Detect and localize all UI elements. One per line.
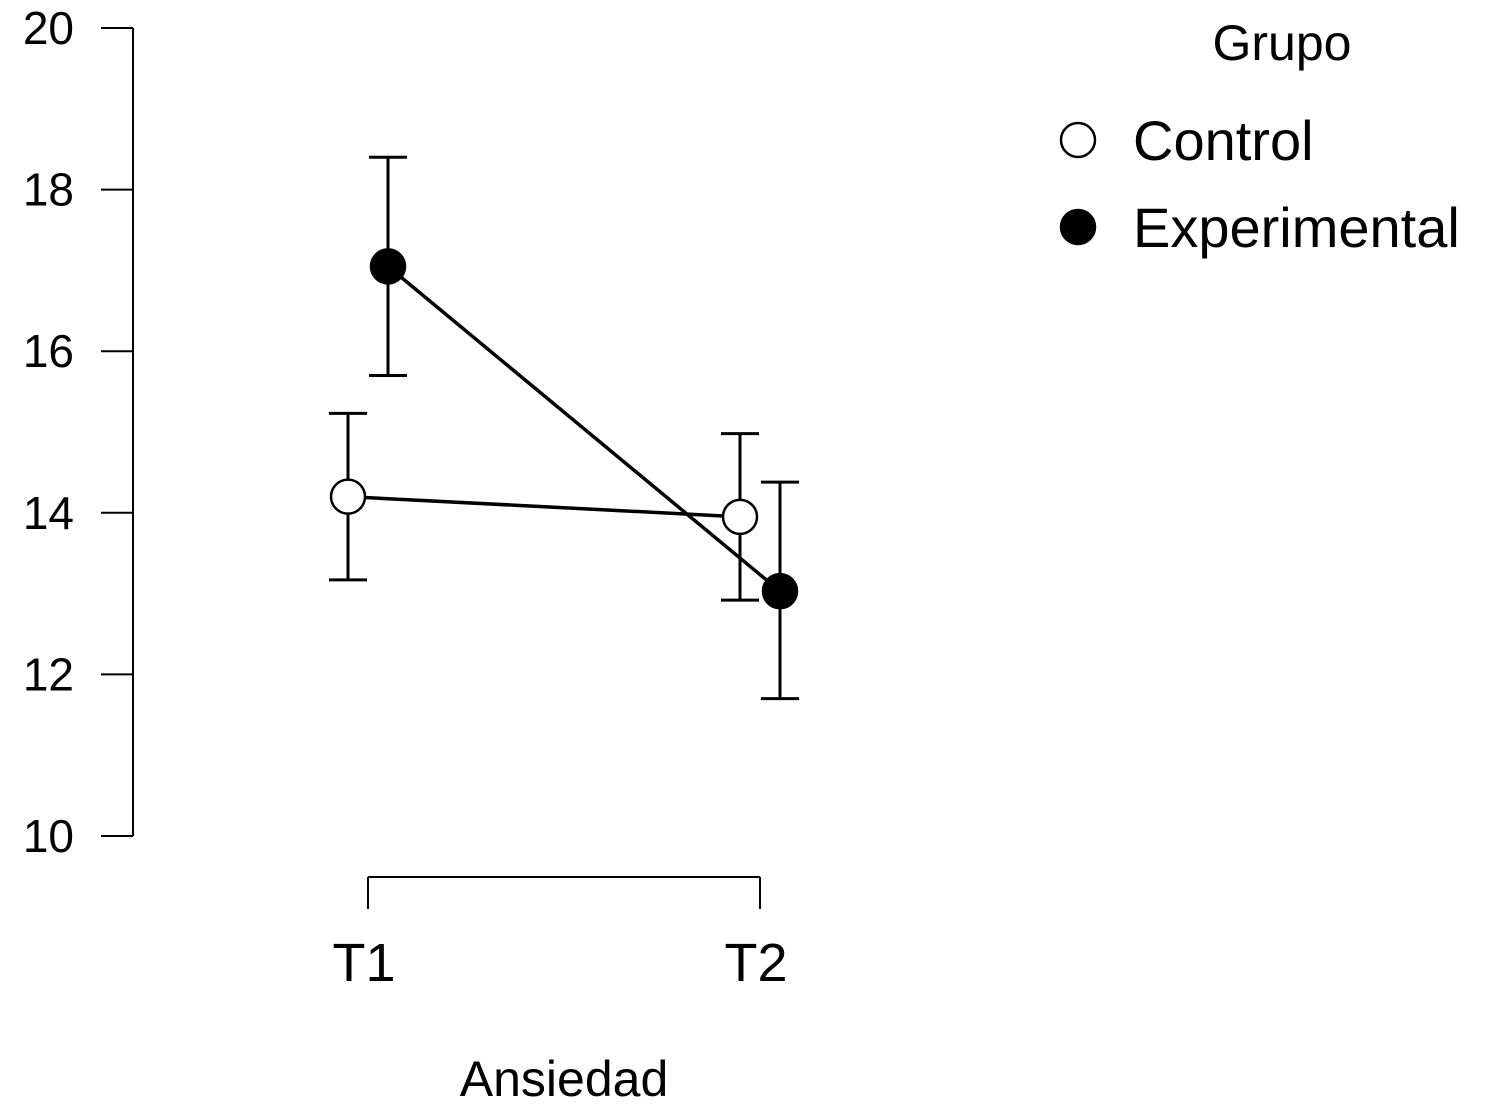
y-tick-label: 18: [23, 164, 74, 216]
y-tick-label: 20: [23, 2, 74, 54]
data-point-control: [329, 478, 367, 515]
series-group: [329, 155, 799, 701]
legend-marker-experimental: [1059, 208, 1097, 246]
series-line-experimental: [386, 265, 782, 593]
y-tick-label: 12: [23, 648, 74, 700]
legend-label-experimental: Experimental: [1133, 196, 1460, 259]
y-tick-label: 16: [23, 325, 74, 377]
data-point-control: [721, 498, 759, 536]
x-axis-label: Ansiedad: [460, 1051, 669, 1104]
y-axis: 10 12 14 16 18 20: [23, 2, 134, 862]
x-axis: T1 T2: [332, 876, 788, 993]
series-line-control: [347, 494, 741, 519]
data-point-experimental: [761, 572, 799, 610]
y-tick-label: 14: [23, 487, 74, 539]
x-tick-label: T2: [724, 933, 787, 993]
x-tick-label: T1: [332, 933, 395, 993]
legend-marker-control: [1059, 121, 1097, 159]
legend: Grupo Control Experimental: [1059, 15, 1460, 259]
legend-label-control: Control: [1133, 109, 1314, 172]
y-tick-label: 10: [23, 810, 74, 862]
data-point-experimental: [369, 248, 407, 285]
legend-title: Grupo: [1213, 15, 1352, 71]
